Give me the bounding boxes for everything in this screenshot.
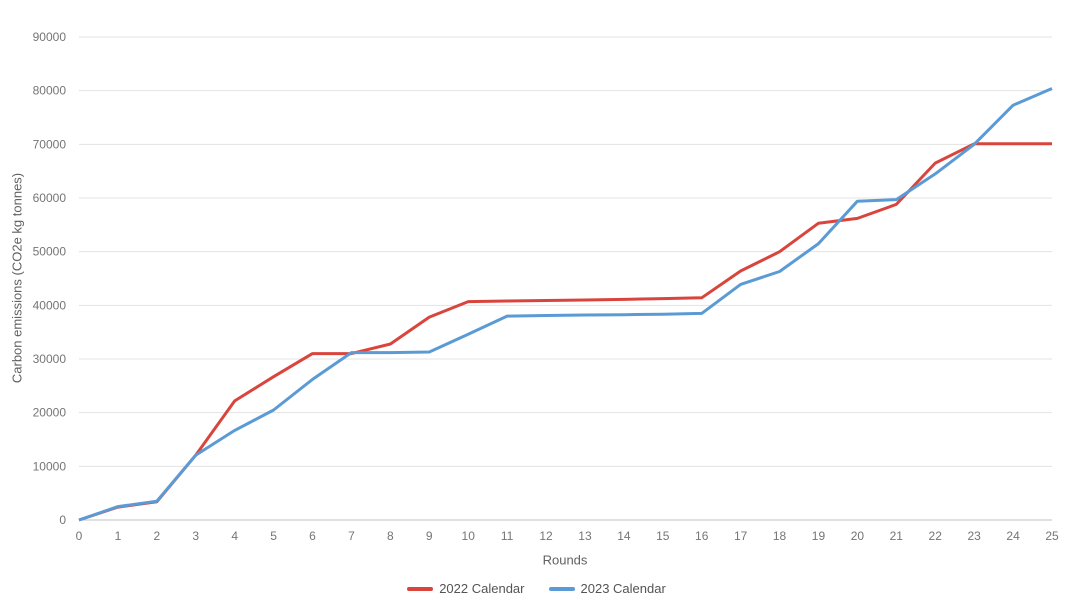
x-tick-label: 7	[348, 529, 355, 543]
y-tick-label: 30000	[33, 352, 67, 366]
x-tick-label: 22	[929, 529, 943, 543]
x-tick-label: 8	[387, 529, 394, 543]
x-tick-label: 3	[192, 529, 199, 543]
y-tick-label: 10000	[33, 459, 67, 473]
y-tick-label: 40000	[33, 298, 67, 312]
x-axis-title: Rounds	[542, 552, 588, 568]
x-tick-label: 16	[695, 529, 709, 543]
series-line-2022-calendar	[78, 142, 1052, 522]
x-tick-label: 13	[578, 529, 592, 543]
y-tick-label: 80000	[33, 84, 67, 98]
x-tick-label: 12	[539, 529, 553, 543]
legend-label: 2023 Calendar	[580, 581, 666, 596]
legend-item-2022-calendar: 2022 Calendar	[407, 581, 525, 596]
x-tick-label: 24	[1006, 529, 1020, 543]
y-tick-label: 70000	[33, 137, 67, 151]
series-line-2023-calendar	[78, 87, 1053, 522]
legend-line-swatch-blue	[548, 586, 575, 591]
x-tick-label: 14	[617, 529, 631, 543]
legend-line-swatch-red	[407, 586, 434, 591]
x-tick-label: 10	[462, 529, 476, 543]
x-tick-label: 15	[656, 529, 670, 543]
x-tick-label: 21	[890, 529, 904, 543]
legend-item-2023-calendar: 2023 Calendar	[548, 581, 666, 596]
x-tick-label: 11	[501, 529, 514, 543]
y-tick-label: 90000	[33, 30, 67, 44]
x-tick-label: 25	[1045, 529, 1059, 543]
x-tick-label: 0	[76, 529, 83, 543]
x-tick-label: 2	[153, 529, 160, 543]
y-tick-label: 0	[59, 513, 66, 527]
chart-plot-area: 0 10000 20000 30000 40000 50000 60000 70000 8000…	[33, 30, 1059, 543]
x-tick-label: 6	[309, 529, 316, 543]
y-tick-label: 50000	[33, 245, 67, 259]
x-tick-label: 4	[231, 529, 238, 543]
x-tick-label: 1	[115, 529, 122, 543]
x-tick-label: 23	[967, 529, 981, 543]
x-tick-label: 20	[851, 529, 865, 543]
legend-label: 2022 Calendar	[439, 581, 525, 596]
chart-legend: 2022 Calendar 2023 Calendar	[0, 581, 1073, 596]
x-tick-label: 19	[812, 529, 826, 543]
x-tick-label: 18	[773, 529, 787, 543]
x-tick-label: 5	[270, 529, 277, 543]
y-tick-label: 20000	[33, 406, 67, 420]
y-axis-title: Carbon emissions (CO2e kg tonnes)	[9, 172, 25, 384]
x-tick-label: 17	[734, 529, 748, 543]
y-tick-label: 60000	[33, 191, 67, 205]
x-tick-label: 9	[426, 529, 433, 543]
